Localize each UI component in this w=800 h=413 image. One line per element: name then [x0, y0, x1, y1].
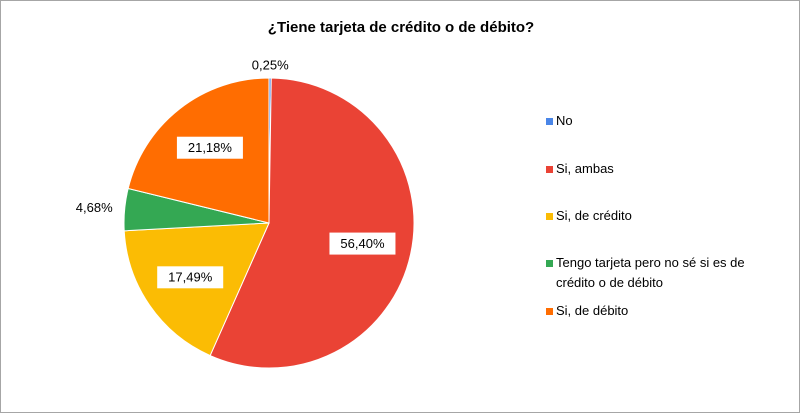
chart-title: ¿Tiene tarjeta de crédito o de débito?: [268, 19, 534, 36]
legend-swatch: [546, 213, 553, 220]
legend-swatch: [546, 308, 553, 315]
legend-label: Tengo tarjeta pero no sé si es de crédit…: [556, 255, 745, 290]
data-label-group: 56,40%: [329, 232, 396, 255]
data-label-group: 17,49%: [157, 266, 224, 289]
data-label-box: [176, 136, 243, 159]
legend-item: Si, de débito: [546, 301, 628, 321]
pie-slice: [209, 77, 415, 369]
data-label-box: [157, 266, 224, 289]
legend-label: Si, ambas: [556, 161, 614, 176]
pie-slice: [123, 222, 270, 357]
legend-swatch: [546, 118, 553, 125]
data-label: 56,40%: [340, 236, 385, 251]
legend-item: Tengo tarjeta pero no sé si es de crédit…: [546, 253, 771, 293]
legend-item: Si, ambas: [546, 159, 614, 179]
data-label: 0,25%: [252, 57, 289, 72]
legend-item: Si, de crédito: [546, 206, 632, 226]
legend-swatch: [546, 166, 553, 173]
legend-item: No: [546, 111, 573, 131]
legend-swatch: [546, 260, 553, 267]
legend-label: No: [556, 113, 573, 128]
data-label: 21,18%: [188, 140, 233, 155]
data-label: 4,68%: [76, 200, 113, 215]
data-label-box: [329, 232, 396, 255]
legend-label: Si, de crédito: [556, 208, 632, 223]
data-label: 17,49%: [168, 270, 213, 285]
data-label-group: 21,18%: [176, 136, 243, 159]
legend-label: Si, de débito: [556, 303, 629, 318]
